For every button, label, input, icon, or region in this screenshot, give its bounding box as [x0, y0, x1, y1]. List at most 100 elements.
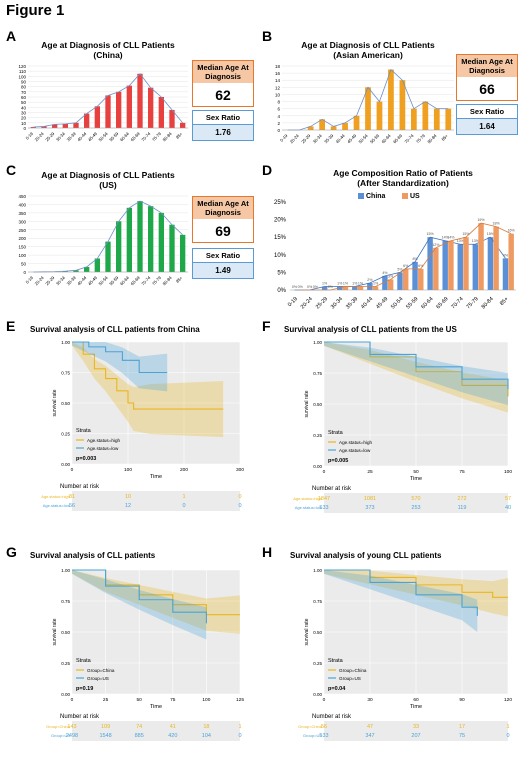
- bar: [158, 212, 164, 272]
- x-tick-label: 20-24: [289, 133, 301, 145]
- bar: [169, 224, 175, 272]
- series-line: [300, 222, 512, 291]
- panel-letter-h: H: [262, 544, 273, 560]
- x-tick-label: 50: [413, 469, 419, 475]
- risk-value: 104: [202, 733, 211, 739]
- bar: [116, 91, 122, 128]
- risk-row-label: Group=China: [46, 724, 71, 729]
- legend-label: Group=China: [339, 668, 367, 673]
- sex-ratio-label: Sex Ratio: [193, 249, 253, 263]
- x-tick-label: 40-44: [76, 275, 88, 287]
- x-tick-label: 45-49: [87, 275, 99, 287]
- legend-label: Group=US: [87, 676, 109, 681]
- x-tick-label: 80-84: [162, 131, 174, 143]
- confidence-band: [324, 342, 508, 406]
- sex-ratio-box-b: Sex Ratio 1.64: [456, 104, 518, 135]
- trend-line: [33, 200, 183, 273]
- x-tick-label: 0: [323, 697, 326, 703]
- x-tick-label: 85+: [175, 131, 184, 140]
- x-tick-label: 35-39: [323, 133, 335, 145]
- y-tick-label: 60: [21, 95, 27, 100]
- data-label: 0%: [313, 285, 319, 289]
- bar: [126, 85, 132, 128]
- p-value: p=0.003: [76, 456, 96, 462]
- panel-letter-e: E: [6, 318, 16, 334]
- y-tick-label: 80: [21, 85, 27, 90]
- risk-value: 143: [67, 724, 76, 730]
- y-tick-label: 90: [21, 80, 27, 85]
- legend-label: US: [410, 193, 420, 200]
- x-axis-label: Time: [150, 474, 162, 480]
- bar: [418, 268, 424, 290]
- bar: [397, 272, 403, 290]
- x-tick-label: 0: [323, 469, 326, 475]
- y-tick-label: 50: [21, 262, 27, 267]
- y-tick-label: 0.75: [313, 599, 322, 604]
- bar: [388, 69, 394, 130]
- x-axis-label: Time: [150, 704, 162, 710]
- bar: [445, 108, 452, 130]
- y-tick-label: 0.25: [313, 661, 322, 666]
- y-tick-label: 6: [277, 107, 280, 112]
- bar: [342, 122, 348, 130]
- bar: [472, 244, 479, 290]
- y-tick-label: 0: [23, 270, 26, 275]
- sex-ratio-value: 1.64: [457, 119, 517, 134]
- median-age-value: 69: [215, 223, 231, 239]
- y-tick-label: 25%: [274, 200, 287, 206]
- x-tick-label: 0: [71, 467, 74, 473]
- x-tick-label: 20-24: [300, 296, 314, 310]
- bar: [463, 237, 469, 290]
- risk-value: 12: [125, 503, 131, 509]
- risk-value: 1081: [364, 496, 376, 502]
- chart-subtitle: (After Standardization): [357, 178, 449, 188]
- risk-table-background: [72, 721, 240, 741]
- data-label: 16%: [508, 229, 516, 233]
- risk-row-label: Group=China: [298, 724, 323, 729]
- risk-value: 272: [457, 496, 466, 502]
- y-tick-label: 16: [275, 71, 281, 76]
- x-tick-label: 40-44: [76, 131, 88, 143]
- data-label: 1%: [352, 281, 358, 285]
- data-label: 0%: [328, 285, 334, 289]
- median-age-label: Median Age At Diagnosis: [193, 61, 253, 83]
- y-tick-label: 10%: [274, 253, 287, 259]
- risk-table-title: Number at risk: [60, 484, 100, 490]
- trend-line: [33, 73, 183, 128]
- y-tick-label: 0.25: [313, 433, 322, 438]
- bar: [399, 80, 406, 130]
- risk-row-label: Age.status=high: [41, 494, 70, 499]
- data-label: 4%: [382, 271, 388, 275]
- data-label: 1%: [322, 281, 328, 285]
- bar: [433, 108, 440, 130]
- y-axis-label: survival rate: [52, 618, 58, 645]
- x-tick-label: 40-44: [335, 133, 347, 145]
- legend-swatch: [358, 193, 364, 199]
- data-label: 1%: [358, 281, 364, 285]
- risk-value: 119: [458, 505, 467, 511]
- bar: [62, 123, 68, 128]
- x-tick-label: 100: [504, 469, 512, 475]
- bar: [73, 270, 79, 272]
- risk-value: 17: [459, 724, 465, 730]
- x-tick-label: 0-19: [279, 133, 289, 143]
- data-label: 18%: [493, 222, 501, 226]
- y-tick-label: 0.50: [61, 401, 70, 406]
- bar: [126, 207, 132, 272]
- y-tick-label: 1.00: [313, 340, 322, 345]
- bar: [448, 240, 454, 290]
- bar: [487, 237, 494, 290]
- data-label: 8%: [412, 257, 418, 261]
- sex-ratio-box-a: Sex Ratio 1.76: [192, 110, 254, 141]
- x-tick-label: 85+: [175, 275, 184, 284]
- figure-title: Figure 1: [6, 2, 65, 19]
- bar: [330, 126, 337, 130]
- x-tick-label: 25-29: [315, 296, 329, 310]
- y-tick-label: 0.00: [61, 692, 70, 697]
- data-label: 15%: [427, 232, 435, 236]
- risk-value: 33: [413, 724, 419, 730]
- x-tick-label: 45-49: [87, 131, 99, 143]
- bar: [137, 201, 143, 272]
- risk-value: 0: [238, 503, 241, 509]
